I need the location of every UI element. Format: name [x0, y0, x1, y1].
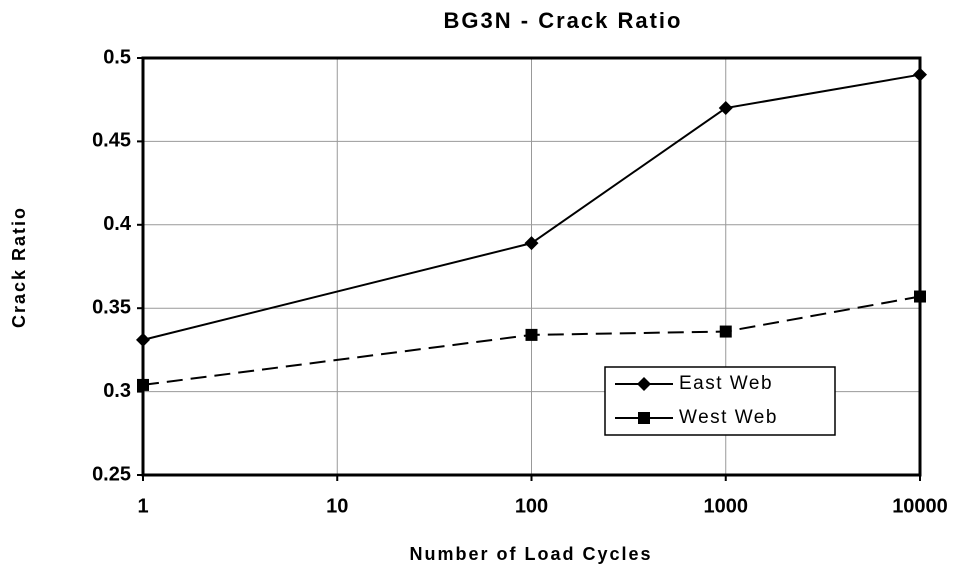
- marker: [718, 101, 733, 116]
- x-tick-label: 100: [515, 495, 548, 517]
- x-tick-label: 10: [326, 495, 348, 517]
- plot-frame: [141, 56, 922, 477]
- x-tick-label: 1000: [704, 495, 749, 517]
- marker: [524, 236, 539, 251]
- marker: [719, 325, 732, 338]
- legend-marker: [637, 377, 651, 391]
- marker: [525, 328, 538, 341]
- x-axis-label: Number of Load Cycles: [409, 544, 652, 564]
- legend-label: East Web: [679, 373, 773, 394]
- y-tick-label: 0.35: [92, 296, 131, 318]
- y-tick-label: 0.4: [103, 213, 132, 235]
- marker: [914, 290, 926, 303]
- marker: [136, 332, 150, 347]
- legend-marker: [638, 412, 650, 424]
- chart-title: BG3N - Crack Ratio: [444, 8, 683, 33]
- y-tick-label: 0.45: [92, 130, 131, 152]
- x-tick-label: 1: [137, 495, 148, 517]
- marker: [913, 67, 927, 82]
- legend: East Web West Web: [604, 366, 836, 436]
- series-line: [142, 295, 921, 386]
- y-axis-label: Crack Ratio: [9, 206, 29, 328]
- y-tick-label: 0.3: [103, 380, 131, 402]
- legend-label: West Web: [679, 407, 778, 428]
- series-line: [142, 73, 921, 341]
- y-tick-label: 0.5: [103, 46, 131, 68]
- y-tick-label: 0.25: [92, 463, 131, 485]
- marker: [137, 378, 149, 391]
- x-tick-label: 10000: [892, 495, 948, 517]
